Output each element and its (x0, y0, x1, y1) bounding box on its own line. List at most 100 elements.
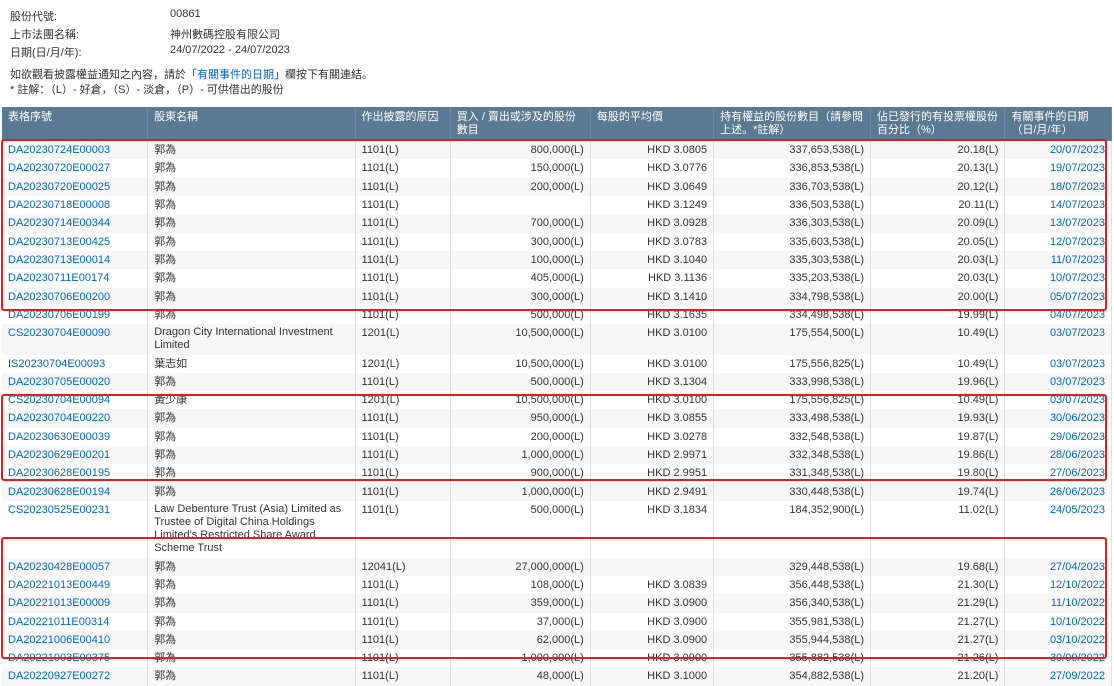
cell-form[interactable]: DA20230428E00057 (2, 558, 148, 576)
cell-reason: 1101(L) (355, 178, 450, 196)
cell-date[interactable]: 03/07/2023 (1005, 355, 1112, 373)
cell-interest: 355,882,538(L) (714, 649, 871, 667)
cell-date[interactable]: 18/07/2023 (1005, 178, 1112, 196)
table-row: DA20230630E00039郭為1101(L)200,000(L)HKD 3… (2, 428, 1112, 446)
cell-date[interactable]: 20/07/2023 (1005, 141, 1112, 159)
cell-date[interactable]: 03/10/2022 (1005, 631, 1112, 649)
disclosure-table: 表格序號 股東名稱 作出披露的原因 買入 / 賣出或涉及的股份數目 每股的平均價… (2, 107, 1112, 686)
cell-price: HKD 2.9491 (590, 483, 713, 501)
cell-form[interactable]: DA20230628E00194 (2, 483, 148, 501)
cell-form[interactable]: IS20230704E00093 (2, 355, 148, 373)
cell-date[interactable]: 28/06/2023 (1005, 446, 1112, 464)
col-pct[interactable]: 佔已發行的有投票權股份百分比（%） (871, 107, 1005, 141)
cell-shares: 150,000(L) (450, 159, 590, 177)
cell-form[interactable]: DA20230706E00199 (2, 306, 148, 324)
cell-pct: 19.99(L) (871, 306, 1005, 324)
cell-date[interactable]: 30/09/2022 (1005, 649, 1112, 667)
cell-reason: 1101(L) (355, 251, 450, 269)
cell-price: HKD 3.1410 (590, 288, 713, 306)
cell-form[interactable]: DA20230628E00195 (2, 464, 148, 482)
cell-holder: 郭為 (148, 251, 355, 269)
cell-reason: 1101(L) (355, 446, 450, 464)
cell-holder: 郭為 (148, 667, 355, 685)
cell-form[interactable]: DA20230718E00008 (2, 196, 148, 214)
company-label: 上市法團名稱: (10, 26, 170, 42)
cell-form[interactable]: DA20221003E00375 (2, 649, 148, 667)
col-reason[interactable]: 作出披露的原因 (355, 107, 450, 141)
cell-pct: 20.09(L) (871, 214, 1005, 232)
cell-date[interactable]: 27/04/2023 (1005, 558, 1112, 576)
cell-shares: 500,000(L) (450, 501, 590, 558)
cell-form[interactable]: DA20221013E00449 (2, 576, 148, 594)
col-date[interactable]: 有關事件的日期（日/月/年） (1005, 107, 1112, 141)
table-row: DA20230628E00195郭為1101(L)900,000(L)HKD 2… (2, 464, 1112, 482)
col-interest[interactable]: 持有權益的股份數目（請參閱上述。*註解） (714, 107, 871, 141)
cell-form[interactable]: DA20230713E00014 (2, 251, 148, 269)
cell-form[interactable]: DA20220927E00272 (2, 667, 148, 685)
cell-price: HKD 3.0783 (590, 233, 713, 251)
cell-reason: 1101(L) (355, 306, 450, 324)
cell-form[interactable]: DA20230720E00025 (2, 178, 148, 196)
cell-date[interactable]: 12/10/2022 (1005, 576, 1112, 594)
cell-date[interactable]: 26/06/2023 (1005, 483, 1112, 501)
cell-date[interactable]: 12/07/2023 (1005, 233, 1112, 251)
cell-date[interactable]: 11/07/2023 (1005, 251, 1112, 269)
col-form-no[interactable]: 表格序號 (2, 107, 148, 141)
cell-shares: 405,000(L) (450, 269, 590, 287)
cell-form[interactable]: DA20230706E00200 (2, 288, 148, 306)
cell-date[interactable]: 27/09/2022 (1005, 667, 1112, 685)
col-holder[interactable]: 股東名稱 (148, 107, 355, 141)
cell-form[interactable]: DA20230711E00174 (2, 269, 148, 287)
cell-form[interactable]: DA20230714E00344 (2, 214, 148, 232)
cell-form[interactable]: DA20221006E00410 (2, 631, 148, 649)
cell-date[interactable]: 03/07/2023 (1005, 391, 1112, 409)
cell-form[interactable]: DA20230630E00039 (2, 428, 148, 446)
cell-date[interactable]: 03/07/2023 (1005, 373, 1112, 391)
table-row: DA20230428E00057郭為12041(L)27,000,000(L)3… (2, 558, 1112, 576)
table-row: DA20230720E00027郭為1101(L)150,000(L)HKD 3… (2, 159, 1112, 177)
cell-form[interactable]: DA20230720E00027 (2, 159, 148, 177)
col-shares[interactable]: 買入 / 賣出或涉及的股份數目 (450, 107, 590, 141)
cell-date[interactable]: 04/07/2023 (1005, 306, 1112, 324)
cell-reason: 1101(L) (355, 631, 450, 649)
cell-form[interactable]: DA20221011E00314 (2, 613, 148, 631)
cell-price: HKD 3.0900 (590, 613, 713, 631)
cell-form[interactable]: CS20230704E00090 (2, 324, 148, 354)
cell-interest: 175,556,825(L) (714, 355, 871, 373)
cell-date[interactable]: 29/06/2023 (1005, 428, 1112, 446)
cell-form[interactable]: DA20221013E00009 (2, 594, 148, 612)
cell-date[interactable]: 14/07/2023 (1005, 196, 1112, 214)
cell-reason: 1201(L) (355, 391, 450, 409)
cell-form[interactable]: CS20230525E00231 (2, 501, 148, 558)
cell-date[interactable]: 27/06/2023 (1005, 464, 1112, 482)
cell-shares: 108,000(L) (450, 576, 590, 594)
cell-form[interactable]: DA20230629E00201 (2, 446, 148, 464)
cell-date[interactable]: 19/07/2023 (1005, 159, 1112, 177)
col-price[interactable]: 每股的平均價 (590, 107, 713, 141)
note-line1-suffix: 」欄按下有關連結。 (274, 69, 373, 81)
cell-shares: 48,000(L) (450, 667, 590, 685)
cell-price: HKD 3.0805 (590, 141, 713, 159)
cell-date[interactable]: 24/05/2023 (1005, 501, 1112, 558)
date-range-value: 24/07/2022 - 24/07/2023 (170, 44, 290, 60)
cell-date[interactable]: 30/06/2023 (1005, 409, 1112, 427)
cell-form[interactable]: CS20230704E00094 (2, 391, 148, 409)
cell-date[interactable]: 03/07/2023 (1005, 324, 1112, 354)
cell-date[interactable]: 11/10/2022 (1005, 594, 1112, 612)
cell-holder: 郭為 (148, 446, 355, 464)
cell-form[interactable]: DA20230704E00220 (2, 409, 148, 427)
table-row: DA20230629E00201郭為1101(L)1,000,000(L)HKD… (2, 446, 1112, 464)
cell-form[interactable]: DA20230724E00003 (2, 141, 148, 159)
cell-date[interactable]: 10/07/2023 (1005, 269, 1112, 287)
cell-form[interactable]: DA20230713E00425 (2, 233, 148, 251)
cell-date[interactable]: 10/10/2022 (1005, 613, 1112, 631)
cell-date[interactable]: 13/07/2023 (1005, 214, 1112, 232)
cell-form[interactable]: DA20230705E00020 (2, 373, 148, 391)
cell-interest: 334,498,538(L) (714, 306, 871, 324)
cell-shares: 37,000(L) (450, 613, 590, 631)
cell-pct: 10.49(L) (871, 355, 1005, 373)
cell-shares: 1,000,000(L) (450, 483, 590, 501)
cell-pct: 21.27(L) (871, 631, 1005, 649)
cell-date[interactable]: 05/07/2023 (1005, 288, 1112, 306)
note-line1-link[interactable]: 有關事件的日期 (197, 69, 274, 81)
